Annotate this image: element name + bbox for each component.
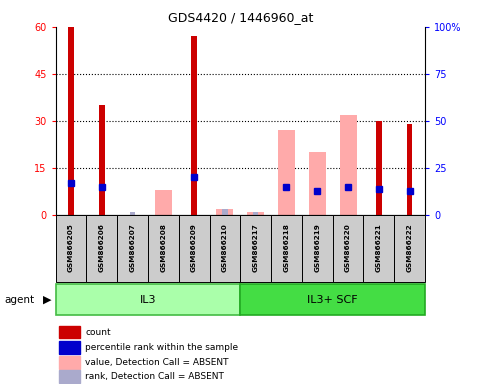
Text: GSM866208: GSM866208 (160, 223, 166, 272)
Bar (364, 215, 394, 282)
Bar (59, 341, 80, 354)
Bar (59, 326, 80, 338)
Text: count: count (85, 328, 111, 336)
Text: IL3+ SCF: IL3+ SCF (307, 295, 358, 305)
Bar (59, 356, 80, 369)
Text: ▶: ▶ (43, 295, 51, 305)
Bar (278, 131, 295, 215)
Text: IL3: IL3 (140, 295, 156, 305)
Text: GSM866221: GSM866221 (376, 223, 382, 271)
Text: GSM866205: GSM866205 (68, 223, 74, 272)
Bar (68, 27, 74, 215)
Text: rank, Detection Call = ABSENT: rank, Detection Call = ABSENT (85, 372, 224, 381)
Bar (253, 212, 258, 215)
Bar (271, 215, 302, 282)
Title: GDS4420 / 1446960_at: GDS4420 / 1446960_at (168, 11, 313, 24)
Bar (394, 215, 425, 282)
Text: GSM866222: GSM866222 (407, 223, 412, 271)
Text: agent: agent (5, 295, 35, 305)
Bar (407, 124, 412, 215)
Bar (216, 209, 233, 215)
Bar (117, 215, 148, 282)
Bar (179, 215, 210, 282)
Bar (148, 215, 179, 282)
Text: GSM866218: GSM866218 (284, 223, 289, 272)
Bar (86, 215, 117, 282)
Bar (99, 105, 104, 215)
Bar (222, 209, 227, 215)
Text: GSM866207: GSM866207 (129, 223, 136, 271)
Bar (340, 115, 356, 215)
Bar (56, 215, 86, 282)
Text: GSM866206: GSM866206 (99, 223, 105, 272)
Bar (210, 215, 240, 282)
Bar (240, 215, 271, 282)
Text: GSM866209: GSM866209 (191, 223, 197, 272)
Text: value, Detection Call = ABSENT: value, Detection Call = ABSENT (85, 358, 228, 367)
Text: GSM866217: GSM866217 (253, 223, 259, 271)
Text: percentile rank within the sample: percentile rank within the sample (85, 343, 238, 352)
Bar (155, 190, 172, 215)
Bar (247, 212, 264, 215)
Bar (191, 36, 197, 215)
Bar (59, 370, 80, 383)
Bar (240, 284, 425, 315)
Text: GSM866220: GSM866220 (345, 223, 351, 271)
Bar (302, 215, 333, 282)
Bar (333, 215, 364, 282)
Bar (56, 284, 241, 315)
Text: GSM866219: GSM866219 (314, 223, 320, 272)
Text: GSM866210: GSM866210 (222, 223, 228, 271)
Bar (309, 152, 326, 215)
Bar (130, 212, 135, 215)
Bar (376, 121, 382, 215)
